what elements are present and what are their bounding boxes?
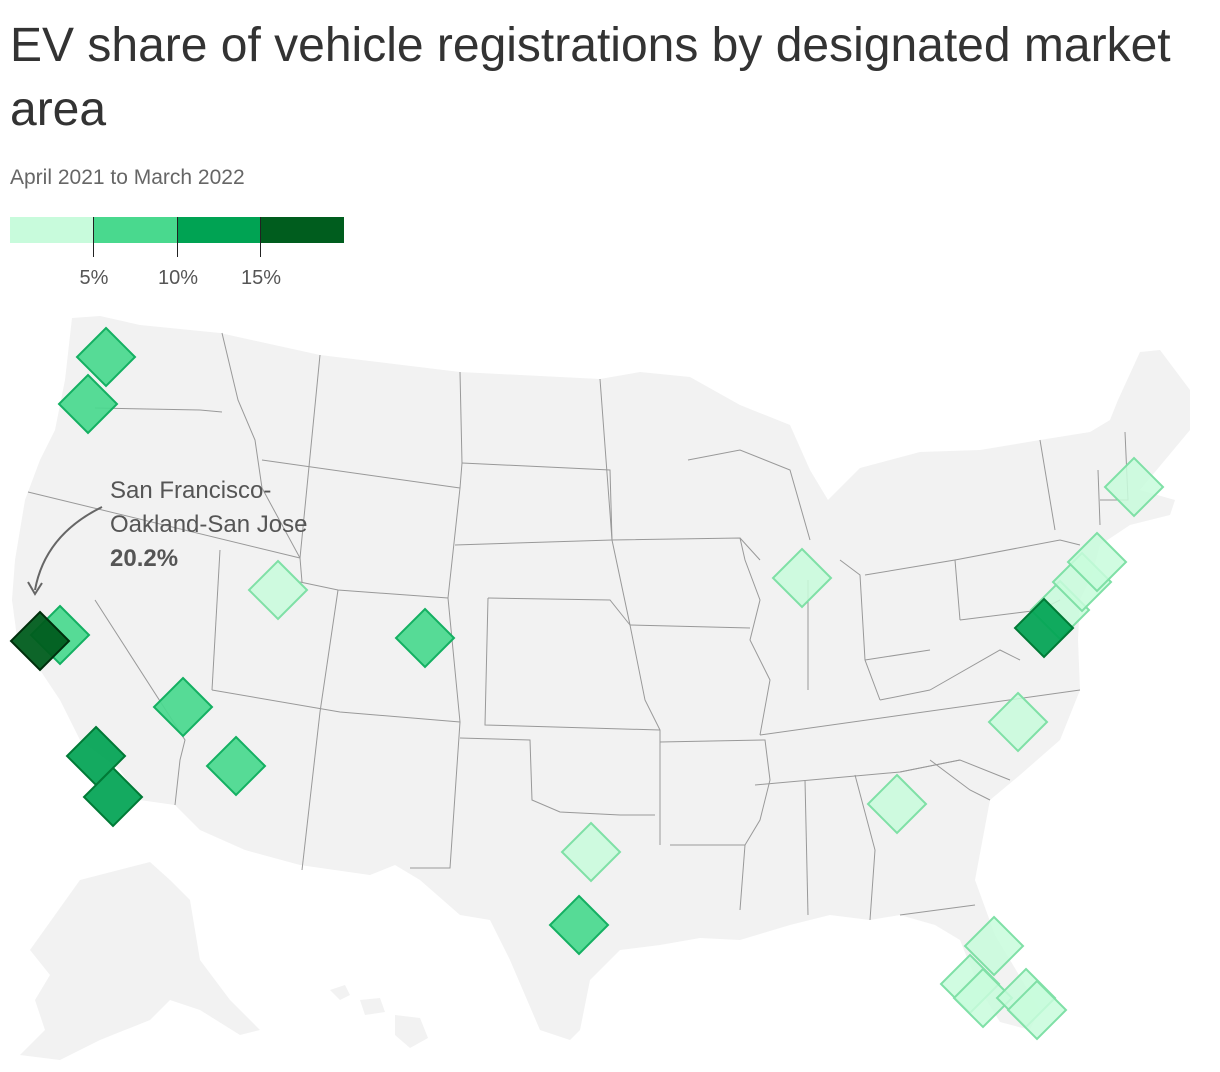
market-marker-salt-lake-city[interactable] — [247, 559, 309, 621]
annotation-line-2: Oakland-San Jose — [110, 511, 308, 538]
chart-subtitle: April 2021 to March 2022 — [10, 166, 245, 189]
us-map — [12, 316, 1190, 1060]
market-marker-reno[interactable] — [152, 676, 214, 738]
market-marker-san-diego[interactable] — [82, 766, 144, 828]
legend-bin-2 — [93, 217, 177, 243]
sf-annotation: San Francisco- Oakland-San Jose 20.2% — [110, 474, 307, 576]
color-legend: 5% 10% 15% — [10, 217, 350, 297]
legend-tick — [177, 217, 178, 257]
alaska-landmass — [20, 862, 260, 1060]
market-marker-austin[interactable] — [548, 894, 610, 956]
market-marker-orlando-daytona-beach[interactable] — [963, 915, 1025, 977]
market-marker-las-vegas[interactable] — [205, 735, 267, 797]
market-marker-san-francisco-oakland-san-jose[interactable] — [9, 610, 71, 672]
market-marker-atlanta[interactable] — [866, 773, 928, 835]
market-marker-raleigh-durham[interactable] — [987, 691, 1049, 753]
market-marker-boston[interactable] — [1103, 456, 1165, 518]
legend-label-10: 10% — [157, 267, 199, 289]
legend-tick — [93, 217, 94, 257]
chart-title: EV share of vehicle registrations by des… — [10, 19, 1171, 136]
market-marker-portland-or[interactable] — [57, 373, 119, 435]
market-marker-hartford-new-haven[interactable] — [1066, 531, 1128, 593]
market-marker-chicago[interactable] — [771, 547, 833, 609]
market-marker-denver[interactable] — [394, 607, 456, 669]
legend-label-5: 5% — [79, 267, 109, 289]
market-marker-dallas-ft-worth[interactable] — [560, 821, 622, 883]
legend-bin-4 — [260, 217, 344, 243]
market-marker-miami-ft-lauderdale[interactable] — [1006, 979, 1068, 1041]
legend-tick — [260, 217, 261, 257]
market-marker-washington-dc[interactable] — [1013, 597, 1075, 659]
legend-label-15: 15% — [240, 267, 282, 289]
market-marker-seattle-tacoma[interactable] — [75, 326, 137, 388]
legend-bin-3 — [177, 217, 260, 243]
annotation-line-1: San Francisco- — [110, 477, 272, 504]
market-marker-ft-myers-naples[interactable] — [952, 967, 1014, 1029]
legend-bin-1 — [10, 217, 93, 243]
hawaii-landmass — [330, 985, 428, 1048]
annotation-value: 20.2% — [110, 545, 179, 572]
